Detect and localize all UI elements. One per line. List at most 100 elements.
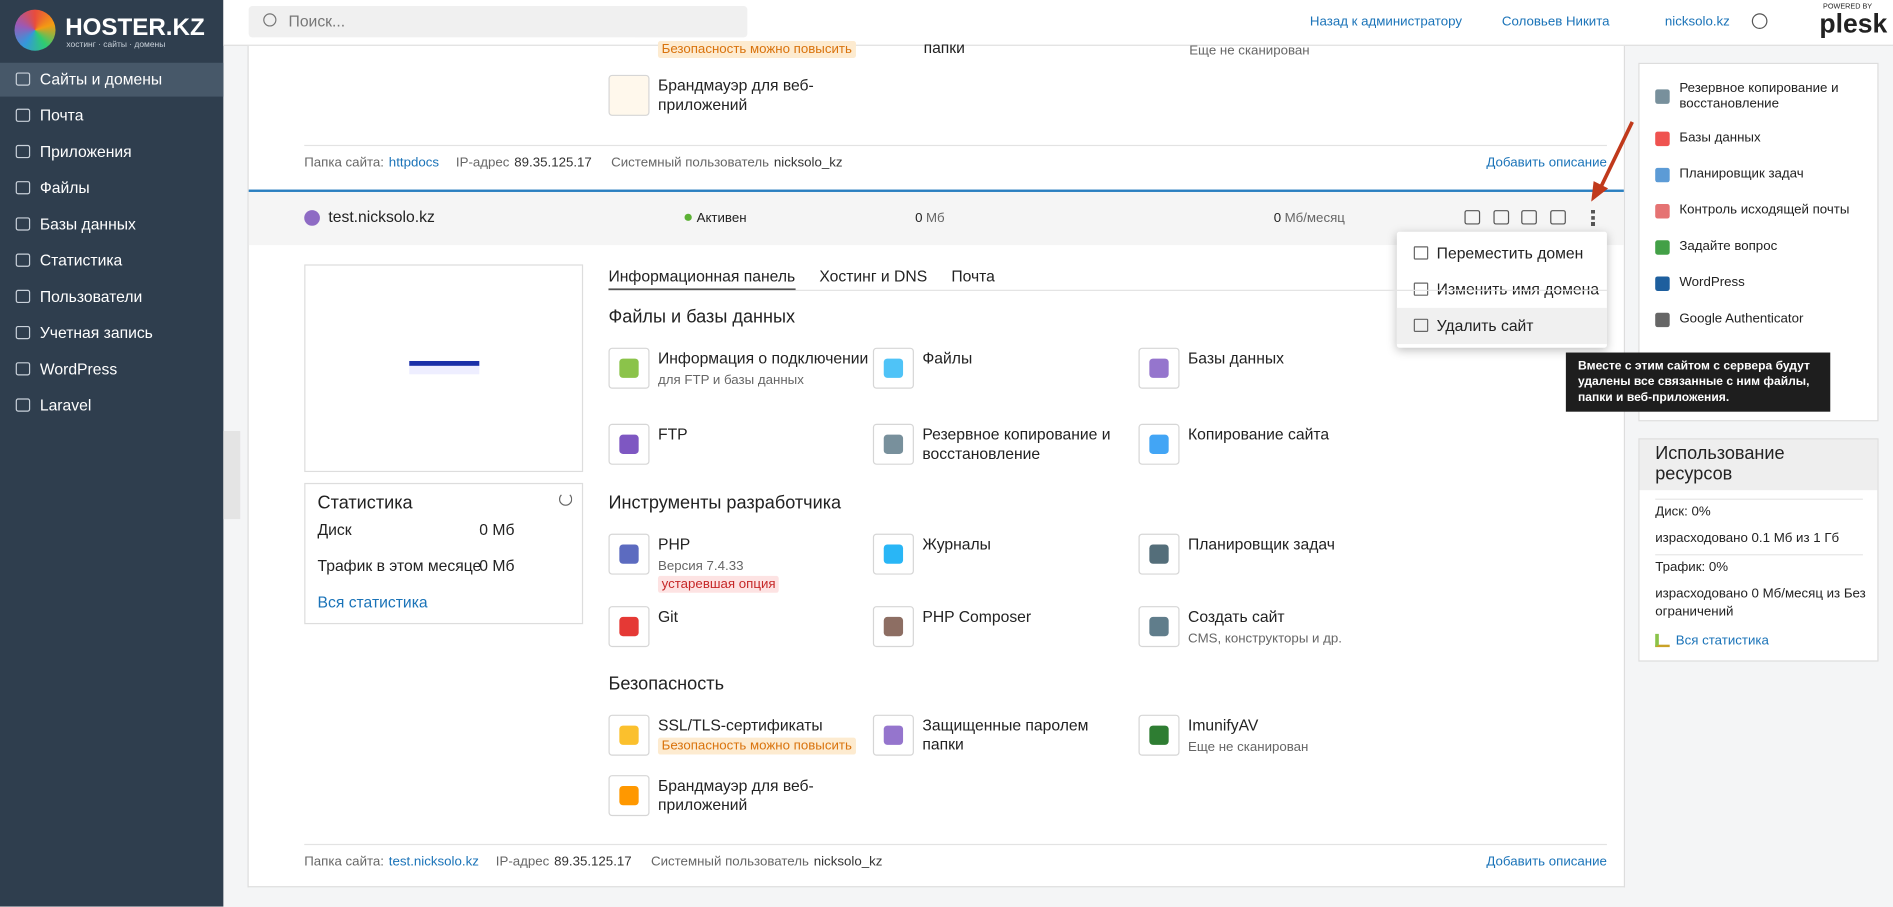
right-link[interactable]: Резервное копирование и восстановление [1679,80,1839,112]
right-link[interactable]: WordPress [1679,275,1745,290]
logo-name: HOSTER.KZ [65,14,205,42]
item-title[interactable]: FTP [657,424,688,444]
stats-value: 0 Мб [479,520,515,539]
footer-folder[interactable]: httpdocs [388,155,440,171]
nav-icon [15,72,31,86]
nav-icon [15,253,31,267]
right-link[interactable]: Контроль исходящей почты [1679,202,1850,218]
item-title[interactable]: SSL/TLS-сертификаты [657,715,823,735]
back-link[interactable]: Назад к администратору [1309,14,1463,29]
nav-item[interactable]: Статистика [39,251,123,270]
nav-item[interactable]: Почта [39,106,84,125]
tab[interactable]: Почта [951,266,995,285]
item-title[interactable]: Базы данных [1187,348,1285,368]
user-menu[interactable]: Соловьев Никита [1501,14,1610,29]
menu-item[interactable]: Удалить сайт [1436,316,1534,335]
item-title[interactable]: Создать сайт [1187,607,1285,626]
right-link[interactable]: Базы данных [1679,130,1761,145]
menu-item[interactable]: Переместить домен [1436,243,1584,262]
domain-name[interactable]: test.nicksolo.kz [328,207,435,226]
row-action[interactable] [1550,210,1566,225]
item-title[interactable]: Защищенные паролем папки [922,715,1089,754]
item-title[interactable]: Git [657,607,679,626]
menu-icon [1413,246,1429,260]
nav-item[interactable]: Сайты и домены [39,70,163,89]
menu-item[interactable]: Изменить имя домена [1436,280,1600,299]
item-title[interactable]: Копирование сайта [1187,424,1330,444]
footer-add[interactable]: Добавить описание [1486,155,1607,171]
tab[interactable]: Информационная панель [608,266,796,285]
icon-glyph [883,434,904,454]
item-icon [1138,714,1180,756]
menu-icon [1413,318,1429,333]
item-title[interactable]: PHP [657,534,691,553]
right-link[interactable]: Google Authenticator [1679,311,1804,326]
footer-add[interactable]: Добавить описание [1486,854,1607,870]
resource-line: Диск: 0% [1655,504,1711,520]
tab[interactable]: Хостинг и DNS [819,266,928,285]
footer-user: nicksolo_kz [773,155,843,171]
item-title[interactable]: Журналы [922,534,991,553]
icon-glyph [883,725,904,745]
row-action[interactable] [1493,210,1510,225]
item-subtitle: Еще не сканирован [1187,740,1309,755]
item-title[interactable]: Файлы [922,348,973,368]
right-link[interactable]: Задайте вопрос [1679,239,1778,254]
item-subtitle: CMS, конструкторы и др. [1187,631,1342,646]
row-action[interactable] [1521,210,1537,225]
domain-menu[interactable]: nicksolo.kz [1664,14,1730,29]
item-title[interactable]: Резервное копирование и восстановление [922,424,1111,463]
disk-unit: Мб [925,211,945,226]
item-title[interactable]: Брандмауэр для веб-приложений [657,776,814,814]
nav-item[interactable]: Базы данных [39,214,136,234]
item-title[interactable]: Информация о подключении [657,348,869,368]
nav-item[interactable]: Laravel [39,395,92,415]
section-title: Безопасность [608,673,725,695]
resources-title: Использование ресурсов [1655,443,1785,485]
item-icon [1138,606,1180,648]
resource-line: израсходовано 0 Мб/месяц из Без ограниче… [1655,586,1866,620]
annotation-arrow [1591,121,1634,202]
icon-glyph [619,785,639,806]
item-title[interactable]: Брандмауэр для веб-приложений [657,76,814,114]
nav-item[interactable]: Учетная запись [39,323,153,342]
item-title[interactable]: Планировщик задач [1187,534,1335,553]
right-icon [1655,89,1670,104]
nav-item[interactable]: WordPress [39,359,118,378]
right-icon [1655,167,1670,183]
item-icon [608,347,650,389]
item-badge: Безопасность можно повысить [657,737,856,755]
icon-glyph [619,434,639,454]
right-link[interactable]: Планировщик задач [1679,166,1804,182]
stats-box [304,482,584,625]
right-icon [1655,276,1670,291]
stats-link[interactable]: Вся статистика [317,592,428,611]
collapse-handle[interactable] [223,431,241,520]
row-action[interactable] [1464,210,1481,225]
more-button[interactable] [1591,210,1595,226]
item-title[interactable]: ImunifyAV [1187,715,1259,735]
footer-folder[interactable]: test.nicksolo.kz [388,854,479,870]
resources-link[interactable]: Вся статистика [1675,633,1769,649]
chart-icon [1655,633,1670,648]
nav-icon [15,108,31,122]
icon-glyph [619,544,639,564]
nav-item[interactable]: Приложения [39,142,132,161]
footer-folder-label: Папка сайта: [304,854,384,870]
refresh-icon[interactable] [558,492,573,506]
icon-glyph [619,616,639,637]
traffic-unit: Мб/месяц [1284,211,1345,226]
preview-box [304,264,584,473]
footer-user-label: Системный пользователь [650,854,809,870]
section-title: Файлы и базы данных [608,306,796,328]
help-icon[interactable] [1751,13,1768,29]
search-box[interactable] [248,6,748,38]
nav-item[interactable]: Пользователи [39,287,143,306]
item-sub: Еще не сканирован [1189,43,1310,58]
nav-item[interactable]: Файлы [39,178,90,197]
item-title[interactable]: папки [923,38,965,57]
item-title[interactable]: PHP Composer [922,607,1032,626]
status[interactable]: Активен [696,211,747,226]
divider [304,144,1607,147]
